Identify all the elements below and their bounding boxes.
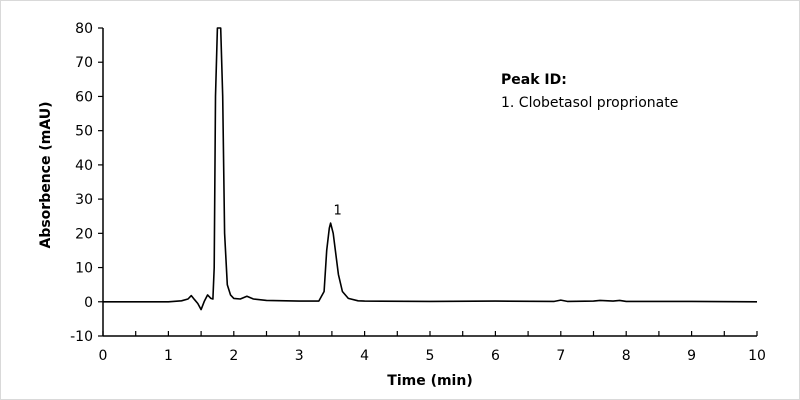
x-tick-label: 8 <box>622 348 631 364</box>
y-tick-label: 60 <box>75 89 93 105</box>
y-axis-ticks: -10 0 10 20 30 40 50 60 70 80 <box>70 21 103 345</box>
x-tick-label: 3 <box>295 348 304 364</box>
y-tick-label: 0 <box>84 295 93 311</box>
x-tick-label: 6 <box>491 348 500 364</box>
x-tick-label: 0 <box>99 348 108 364</box>
y-tick-label: 10 <box>75 261 93 277</box>
y-tick-label: 50 <box>75 124 93 140</box>
y-tick-label: 20 <box>75 226 93 242</box>
legend-title: Peak ID: <box>501 72 567 88</box>
y-tick-label: -10 <box>70 329 93 345</box>
x-axis-title: Time (min) <box>387 373 472 389</box>
x-tick-label: 9 <box>687 348 696 364</box>
legend-item-1: 1. Clobetasol proprionate <box>501 95 678 111</box>
x-tick-label: 4 <box>360 348 369 364</box>
y-axis-title: Absorbence (mAU) <box>38 101 54 248</box>
x-tick-label: 1 <box>164 348 173 364</box>
y-tick-label: 40 <box>75 158 93 174</box>
x-tick-label: 7 <box>556 348 565 364</box>
y-tick-label: 80 <box>75 21 93 37</box>
y-tick-label: 30 <box>75 192 93 208</box>
x-tick-label: 2 <box>229 348 238 364</box>
peak-1-label: 1 <box>333 203 341 218</box>
y-tick-label: 70 <box>75 55 93 71</box>
x-tick-label: 10 <box>748 348 766 364</box>
x-tick-label: 5 <box>426 348 435 364</box>
x-axis-ticks: 0 1 2 3 4 5 6 7 8 9 10 <box>99 331 766 364</box>
chromatogram-trace <box>103 27 758 311</box>
